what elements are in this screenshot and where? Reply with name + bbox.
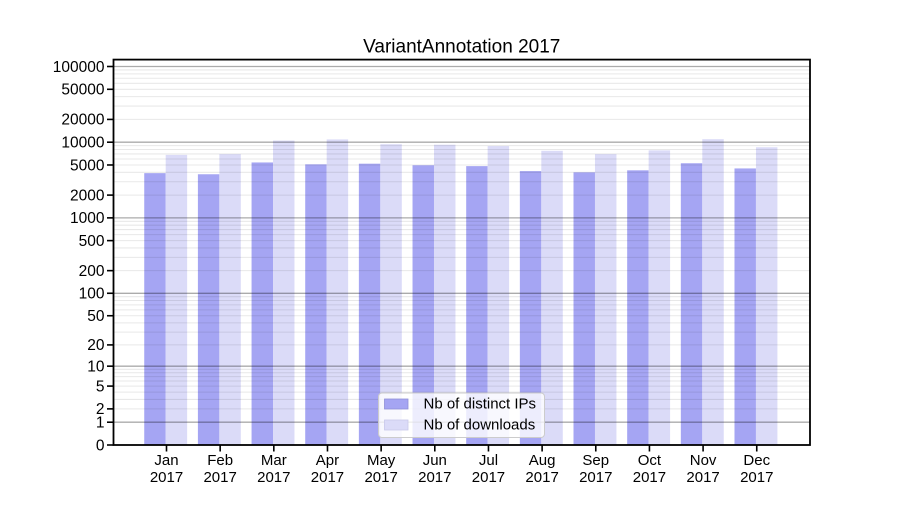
svg-text:1000: 1000 bbox=[70, 210, 105, 227]
svg-text:0: 0 bbox=[96, 437, 105, 454]
svg-text:2000: 2000 bbox=[70, 187, 105, 204]
svg-text:10000: 10000 bbox=[61, 135, 104, 152]
svg-text:Aug: Aug bbox=[529, 452, 556, 469]
svg-text:500: 500 bbox=[79, 233, 105, 250]
svg-text:1: 1 bbox=[96, 415, 105, 432]
svg-text:Nb of downloads: Nb of downloads bbox=[424, 417, 536, 434]
svg-text:Nov: Nov bbox=[690, 452, 717, 469]
svg-text:May: May bbox=[367, 452, 396, 469]
svg-text:Jun: Jun bbox=[423, 452, 447, 469]
svg-text:200: 200 bbox=[79, 263, 105, 280]
svg-text:2017: 2017 bbox=[257, 469, 290, 486]
svg-text:Apr: Apr bbox=[316, 452, 339, 469]
svg-text:50000: 50000 bbox=[61, 82, 104, 99]
svg-text:VariantAnnotation 2017: VariantAnnotation 2017 bbox=[363, 37, 560, 58]
svg-text:10: 10 bbox=[87, 358, 105, 375]
svg-text:5000: 5000 bbox=[70, 157, 105, 174]
svg-text:5: 5 bbox=[96, 378, 105, 395]
svg-text:Sep: Sep bbox=[582, 452, 609, 469]
svg-text:100: 100 bbox=[79, 286, 105, 303]
svg-text:2: 2 bbox=[96, 401, 105, 418]
svg-text:2017: 2017 bbox=[579, 469, 612, 486]
svg-text:2017: 2017 bbox=[150, 469, 183, 486]
svg-text:2017: 2017 bbox=[418, 469, 451, 486]
svg-text:Nb of distinct IPs: Nb of distinct IPs bbox=[424, 396, 537, 413]
svg-text:Jul: Jul bbox=[479, 452, 498, 469]
svg-text:20000: 20000 bbox=[61, 112, 104, 129]
svg-text:Mar: Mar bbox=[261, 452, 287, 469]
svg-text:2017: 2017 bbox=[472, 469, 505, 486]
svg-text:2017: 2017 bbox=[525, 469, 558, 486]
svg-text:Feb: Feb bbox=[207, 452, 233, 469]
svg-text:Jan: Jan bbox=[154, 452, 178, 469]
svg-text:2017: 2017 bbox=[311, 469, 344, 486]
svg-text:2017: 2017 bbox=[203, 469, 236, 486]
svg-text:50: 50 bbox=[87, 308, 105, 325]
svg-text:2017: 2017 bbox=[740, 469, 773, 486]
svg-text:20: 20 bbox=[87, 337, 105, 354]
svg-text:100000: 100000 bbox=[53, 59, 105, 76]
svg-text:2017: 2017 bbox=[633, 469, 666, 486]
svg-text:2017: 2017 bbox=[686, 469, 719, 486]
svg-text:2017: 2017 bbox=[364, 469, 397, 486]
svg-text:Dec: Dec bbox=[743, 452, 770, 469]
svg-text:Oct: Oct bbox=[638, 452, 662, 469]
